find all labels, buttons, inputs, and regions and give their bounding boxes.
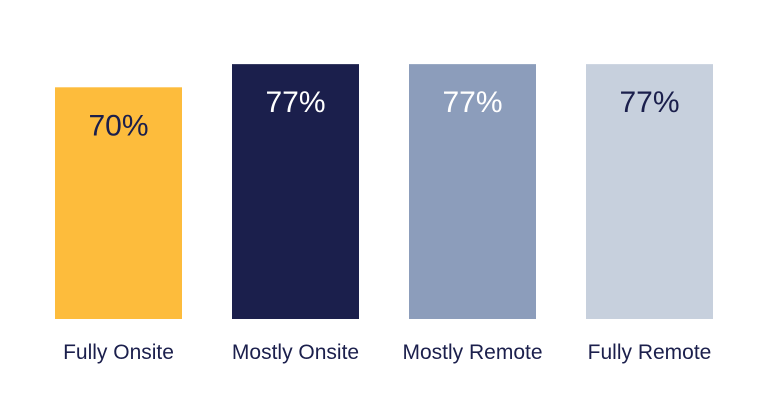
category-label-fully-onsite: Fully Onsite [63,341,174,364]
data-label-fully-remote: 77% [619,86,679,119]
data-label-mostly-onsite: 77% [265,86,325,119]
bar-fully-onsite [55,87,182,319]
bar-mostly-onsite [232,64,359,319]
category-label-mostly-onsite: Mostly Onsite [232,341,359,364]
category-label-mostly-remote: Mostly Remote [402,341,542,364]
data-label-mostly-remote: 77% [442,86,502,119]
category-labels-group: Fully Onsite Mostly Onsite Mostly Remote Fu… [63,341,711,364]
bars-group [55,64,713,319]
data-label-fully-onsite: 70% [88,109,148,142]
bar-fully-remote [586,64,713,319]
category-label-fully-remote: Fully Remote [588,341,712,364]
data-labels-group: 70% 77% 77% 77% [88,86,679,142]
bar-mostly-remote [409,64,536,319]
